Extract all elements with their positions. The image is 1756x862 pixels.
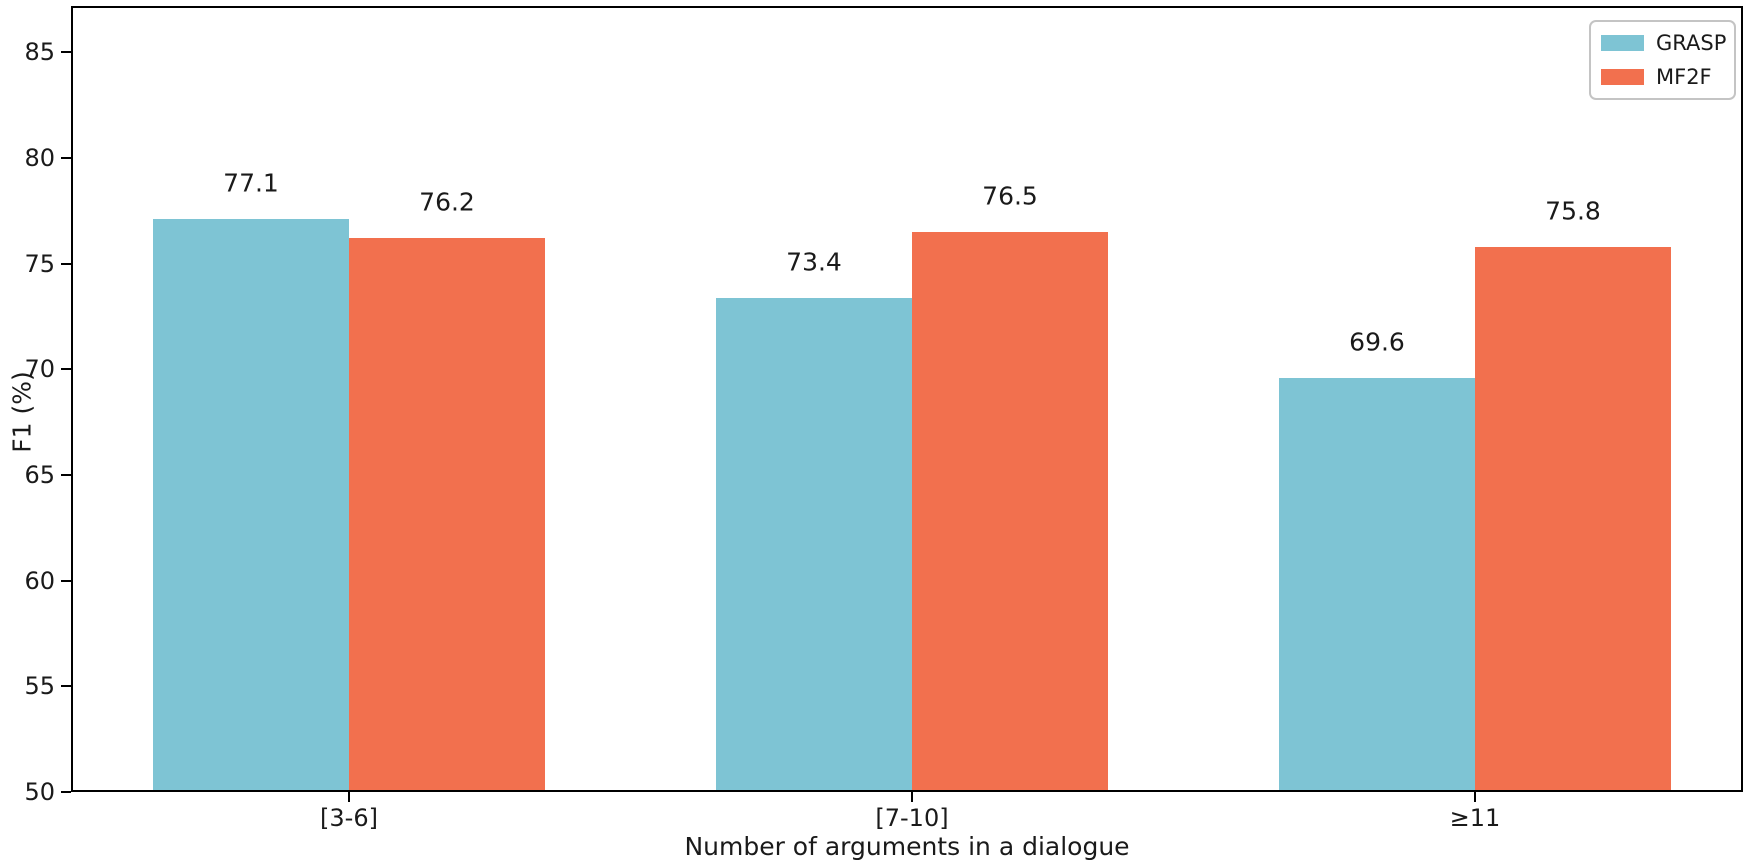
x-tick-label: ≥11	[1449, 804, 1501, 832]
y-axis-title: F1 (%)	[7, 371, 37, 453]
y-tick-label: 85	[24, 38, 55, 67]
y-tick-label: 55	[24, 672, 55, 701]
y-tick-mark	[61, 791, 71, 793]
plot-area: 77.1 76.2 73.4 76.5 69.6 75.8 GRASP MF2F	[71, 6, 1743, 792]
y-tick-label: 70	[24, 355, 55, 384]
legend-item-mf2f: MF2F	[1601, 65, 1724, 89]
y-tick-label: 75	[24, 249, 55, 278]
bar-value-label: 77.1	[223, 168, 279, 198]
legend-label-grasp: GRASP	[1656, 31, 1727, 55]
y-tick-mark	[61, 51, 71, 54]
x-axis-title: Number of arguments in a dialogue	[684, 832, 1130, 861]
x-tick-mark	[911, 792, 913, 802]
y-tick-mark	[61, 157, 71, 160]
y-tick-mark	[61, 579, 71, 582]
legend-item-grasp: GRASP	[1601, 31, 1727, 55]
bar-grasp-1	[716, 297, 912, 790]
y-tick-mark	[61, 685, 71, 688]
grasp-swatch-icon	[1601, 35, 1644, 51]
bar-grasp-2	[1279, 377, 1475, 790]
y-tick-label: 60	[24, 566, 55, 595]
x-tick-mark	[348, 792, 350, 802]
y-tick-mark	[61, 262, 71, 265]
mf2f-swatch-icon	[1601, 69, 1644, 85]
bar-mf2f-2	[1475, 246, 1671, 790]
y-tick-label: 80	[24, 144, 55, 173]
bar-value-label: 76.2	[419, 187, 475, 217]
bar-value-label: 73.4	[786, 247, 842, 277]
bar-mf2f-0	[349, 238, 545, 790]
legend: GRASP MF2F	[1589, 20, 1736, 100]
bar-value-label: 76.5	[982, 181, 1038, 211]
y-tick-mark	[61, 368, 71, 371]
y-tick-mark	[61, 474, 71, 477]
bar-grasp-0	[153, 219, 349, 790]
x-tick-mark	[1474, 792, 1476, 802]
x-tick-label: [3-6]	[320, 804, 378, 832]
legend-label-mf2f: MF2F	[1656, 65, 1712, 89]
bar-value-label: 75.8	[1545, 196, 1601, 226]
bar-mf2f-1	[912, 232, 1108, 790]
y-tick-label: 65	[24, 461, 55, 490]
y-tick-label: 50	[24, 778, 55, 806]
x-tick-label: [7-10]	[875, 804, 949, 832]
bar-value-label: 69.6	[1349, 327, 1405, 357]
